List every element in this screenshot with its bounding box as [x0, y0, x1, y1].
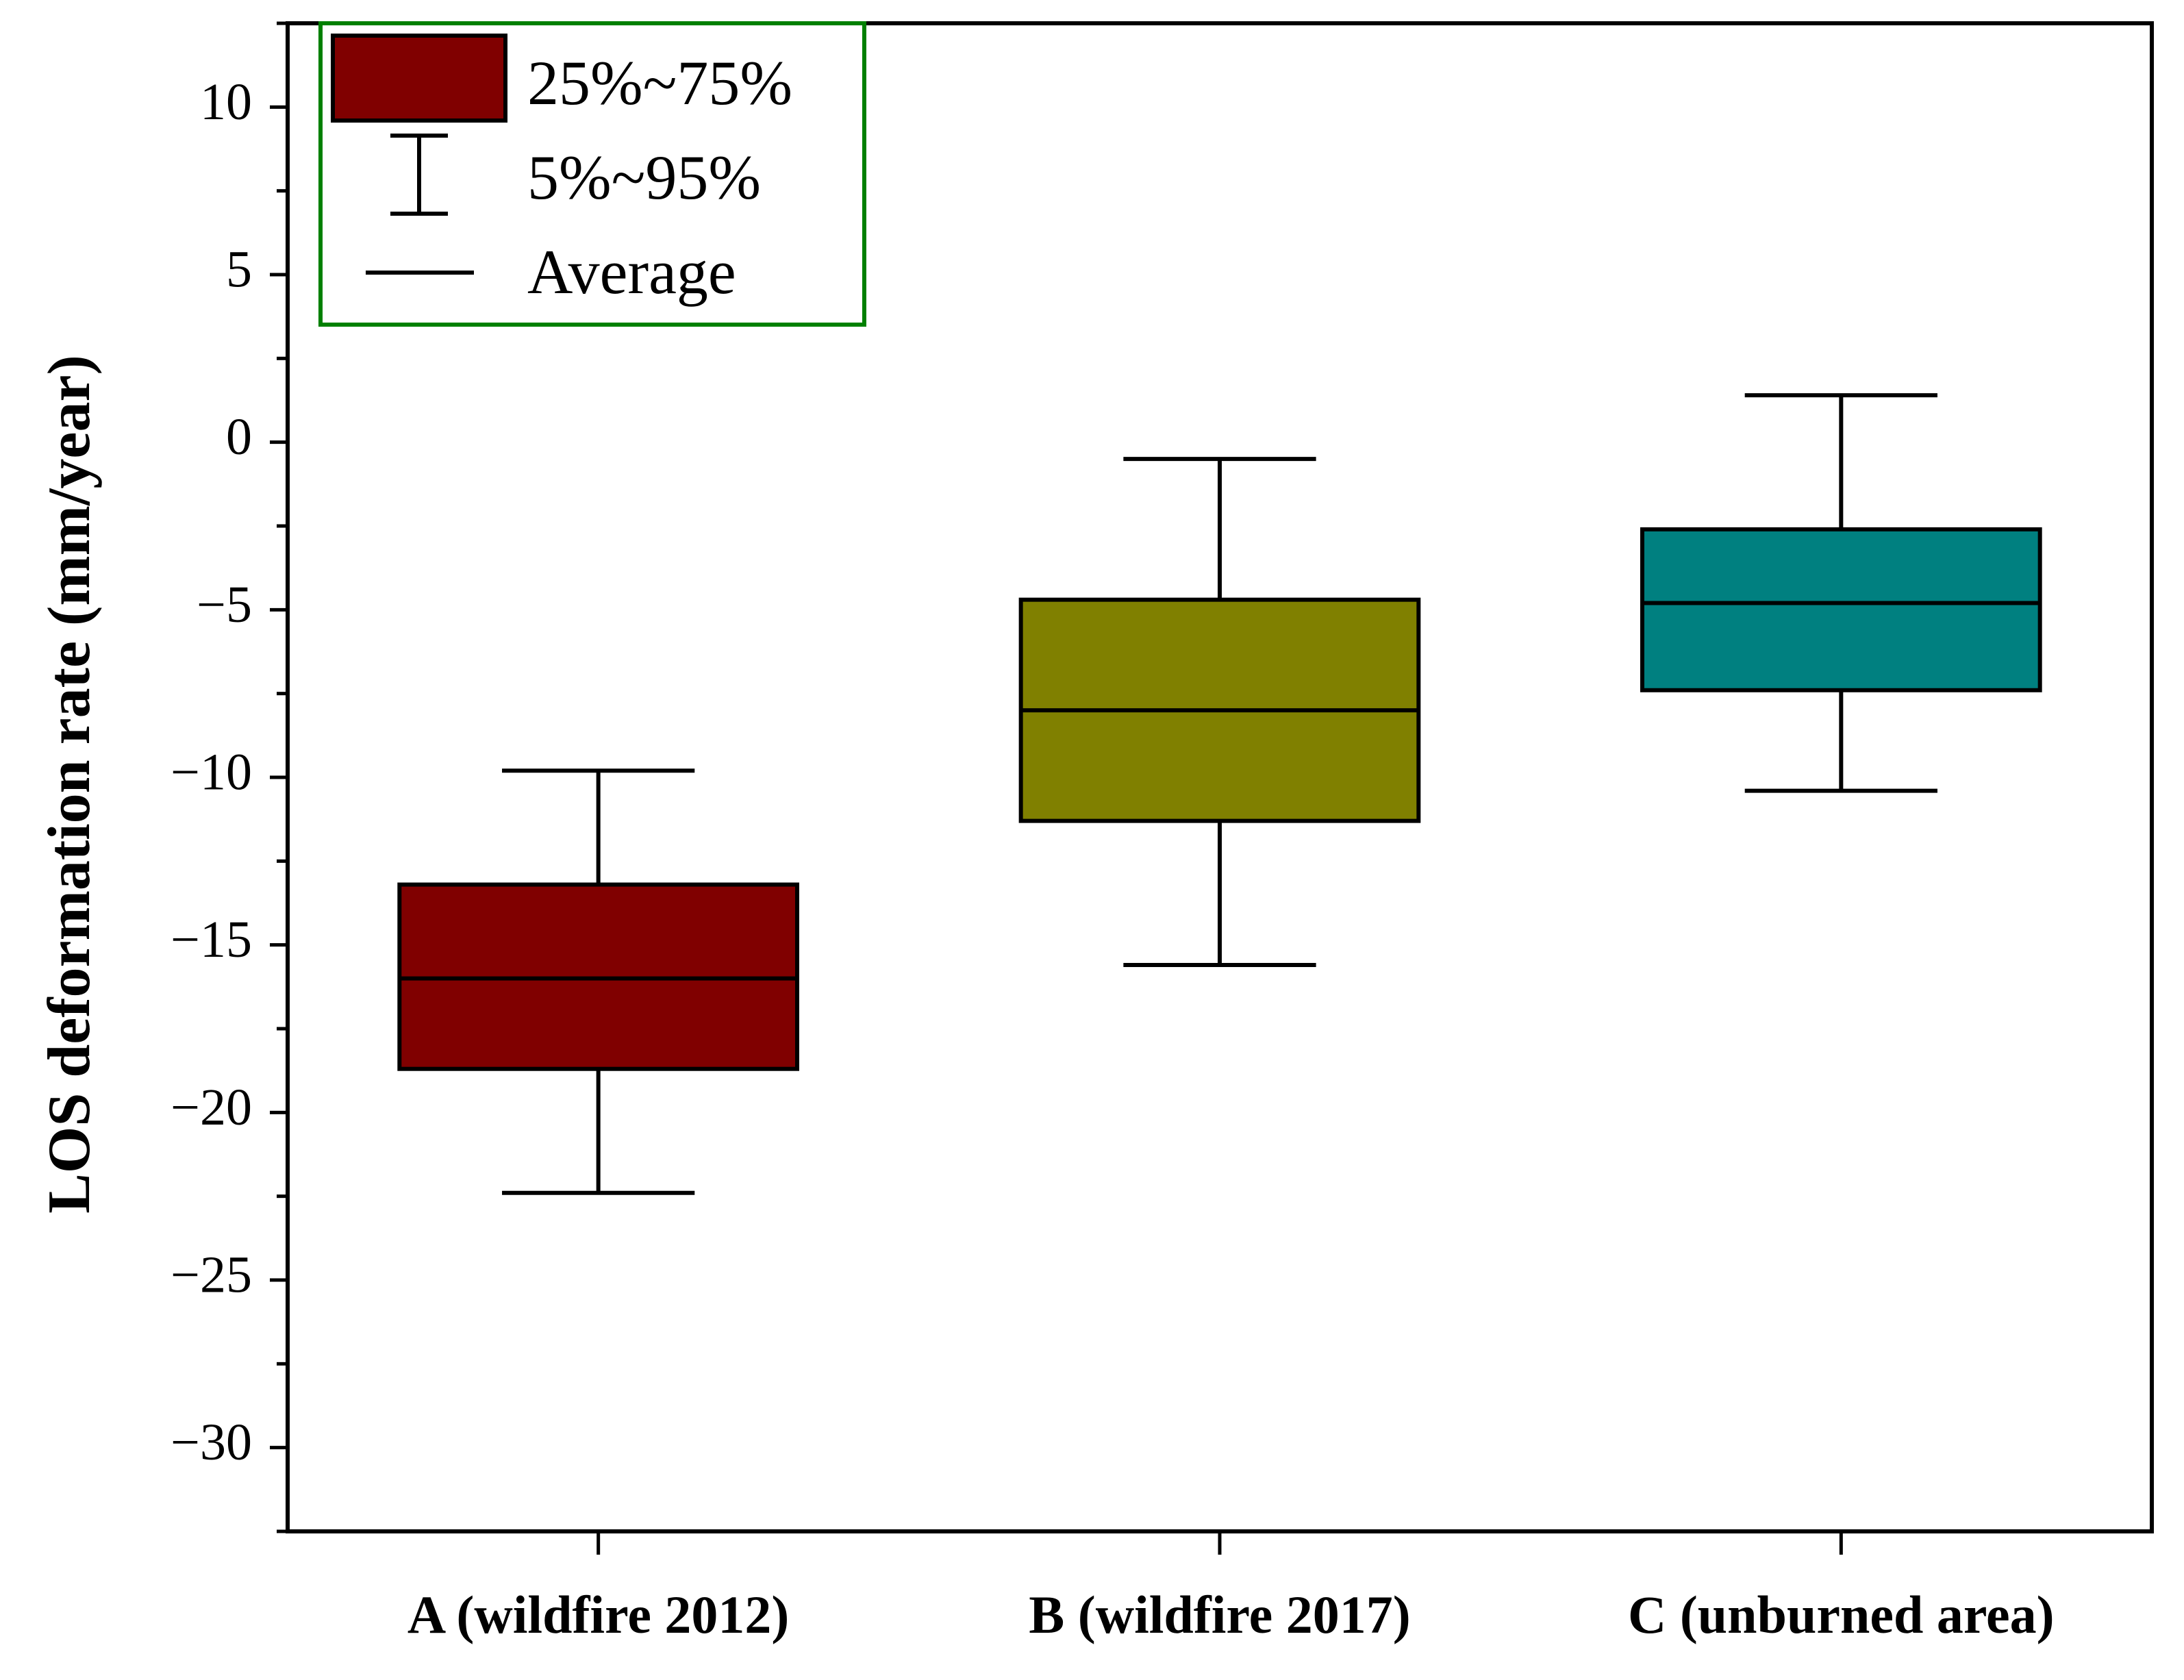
y-tick-label: −20: [171, 1079, 252, 1136]
iqr-box: [1640, 527, 2042, 692]
x-category-label: A (wildfire 2012): [407, 1585, 790, 1644]
legend-label-average: Average: [527, 237, 736, 307]
x-category-label: C (unburned area): [1628, 1585, 2055, 1644]
y-tick-label: −25: [171, 1246, 252, 1303]
y-tick-label: 5: [226, 240, 252, 298]
legend-label-iqr: 25%~75%: [527, 48, 792, 118]
y-axis-title: LOS deformation rate (mm/year): [36, 355, 103, 1214]
y-tick-label: 10: [200, 73, 252, 131]
legend-label-whisker: 5%~95%: [527, 142, 761, 212]
legend-box-swatch: [331, 34, 507, 123]
y-tick-label: −30: [171, 1414, 252, 1471]
y-tick-label: −10: [171, 743, 252, 801]
y-tick-label: −15: [171, 911, 252, 968]
y-tick-label: −5: [197, 576, 252, 634]
legend: 25%~75% 5%~95% Average: [318, 21, 866, 327]
x-category-label: B (wildfire 2017): [1029, 1585, 1411, 1644]
y-tick-label: 0: [226, 408, 252, 466]
